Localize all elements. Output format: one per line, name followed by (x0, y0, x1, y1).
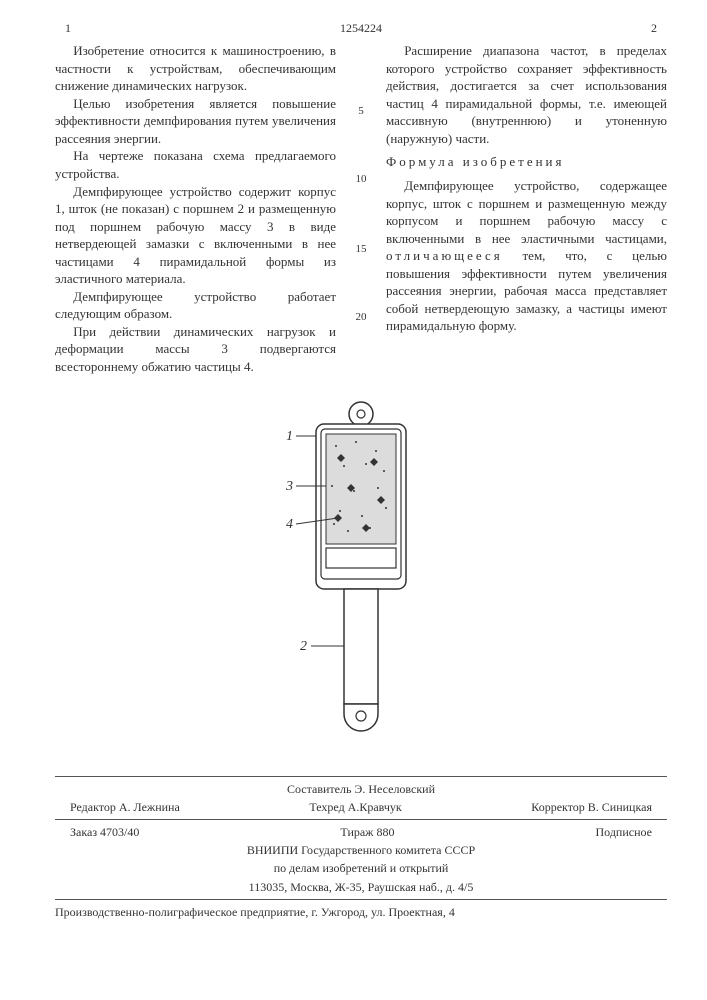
formula-title: Формула изобретения (386, 153, 667, 171)
device-diagram: 1 3 4 2 (266, 396, 456, 746)
org-line-1: ВНИИПИ Государственного комитета СССР (55, 842, 667, 858)
address: 113035, Москва, Ж-35, Раушская наб., д. … (55, 879, 667, 895)
tech: Техред А.Кравчук (309, 799, 401, 815)
tirage: Тираж 880 (340, 824, 394, 840)
right-p2: Демпфирующее устройство, содержащее корп… (386, 177, 667, 335)
left-p4: Демпфирующее устройство содержит корпус … (55, 183, 336, 288)
line-number-gutter: 5 10 15 20 (354, 42, 368, 375)
credits-row: Редактор А. Лежнина Техред А.Кравчук Кор… (55, 799, 667, 815)
fig-label-4: 4 (286, 517, 293, 532)
corrector: Корректор В. Синицкая (531, 799, 652, 815)
right-column: Расширение диапазона частот, в пределах … (386, 42, 667, 375)
fig-label-1: 1 (286, 429, 293, 444)
left-p5: Демпфирующее устройство работает следующ… (55, 288, 336, 323)
compiler-line: Составитель Э. Неселовский (55, 781, 667, 797)
fig-label-3: 3 (285, 479, 293, 494)
left-p3: На чертеже показана схема предлагаемого … (55, 147, 336, 182)
header-row: 1 1254224 2 (55, 20, 667, 36)
right-p1: Расширение диапазона частот, в пределах … (386, 42, 667, 147)
line-mark-20: 20 (354, 310, 368, 325)
order-row: Заказ 4703/40 Тираж 880 Подписное (55, 824, 667, 840)
divider (55, 899, 667, 900)
document-number: 1254224 (340, 20, 382, 36)
line-mark-15: 15 (354, 242, 368, 257)
line-mark-5: 5 (354, 104, 368, 119)
left-column: Изобретение относится к машиностроению, … (55, 42, 336, 375)
divider (55, 819, 667, 820)
right-p2a: Демпфирующее устройство, содержащее корп… (386, 178, 667, 246)
divider (55, 776, 667, 777)
right-p2b: отличающееся (386, 248, 503, 263)
left-p2: Целью изобретения является повышение эфф… (55, 95, 336, 148)
line-mark-10: 10 (354, 172, 368, 187)
text-columns: Изобретение относится к машиностроению, … (55, 42, 667, 375)
footer: Составитель Э. Неселовский Редактор А. Л… (55, 776, 667, 920)
org-line-2: по делам изобретений и открытий (55, 860, 667, 876)
signed: Подписное (596, 824, 653, 840)
editor: Редактор А. Лежнина (70, 799, 180, 815)
page: 1 1254224 2 Изобретение относится к маши… (0, 0, 707, 1000)
left-p1: Изобретение относится к машиностроению, … (55, 42, 336, 95)
fig-label-2: 2 (300, 639, 307, 654)
col-number-right: 2 (651, 20, 657, 36)
order: Заказ 4703/40 (70, 824, 139, 840)
col-number-left: 1 (65, 20, 71, 36)
figure: 1 3 4 2 (55, 396, 667, 746)
print-shop: Производственно-полиграфическое предприя… (55, 904, 667, 920)
left-p6: При действии динамических нагрузок и деф… (55, 323, 336, 376)
